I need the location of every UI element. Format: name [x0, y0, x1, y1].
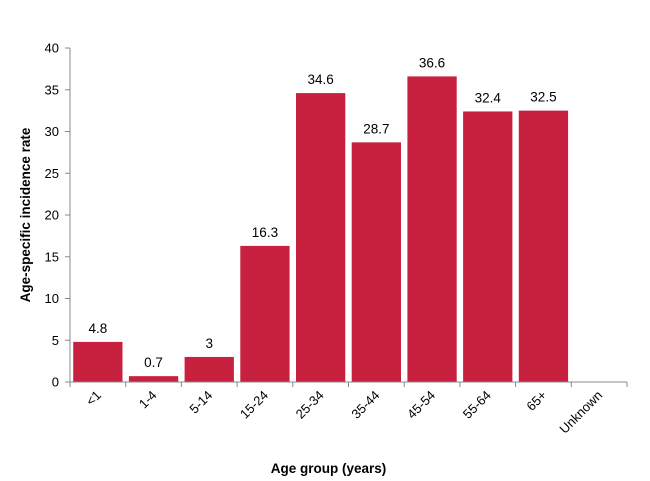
data-label: 3: [205, 336, 213, 351]
bar: [73, 341, 123, 382]
data-label: 32.4: [475, 90, 502, 105]
y-tick-label: 20: [45, 208, 59, 223]
bars: [73, 76, 569, 383]
bar: [518, 110, 569, 382]
data-label: 36.6: [419, 55, 445, 70]
x-axis-title: Age group (years): [271, 461, 387, 476]
x-tick-label: 65+: [523, 388, 549, 414]
y-tick-label: 35: [45, 82, 59, 97]
y-tick-label: 10: [45, 291, 59, 306]
x-tick-label: 1-4: [136, 388, 160, 412]
y-tick-label: 5: [52, 333, 59, 348]
bar: [184, 356, 234, 382]
data-labels: 4.8 0.7 3 16.3 34.6 28.7 36.6 32.4 32.5: [88, 55, 556, 370]
data-label: 28.7: [363, 121, 389, 136]
x-tick-label: 5-14: [186, 388, 215, 417]
x-tick-label: 55-64: [460, 388, 494, 422]
bar: [407, 76, 457, 382]
y-tick-label: 25: [45, 166, 59, 181]
y-tick-label: 40: [45, 41, 59, 56]
y-axis-ticks: 0 5 10 15 20 25 30 35 40: [45, 41, 70, 390]
x-tick-label: 45-54: [404, 388, 438, 422]
data-label: 32.5: [530, 90, 556, 105]
data-label: 16.3: [252, 225, 278, 240]
y-tick-label: 15: [45, 249, 59, 264]
bar: [463, 111, 513, 383]
x-tick-label: <1: [83, 388, 104, 409]
bar: [296, 93, 346, 382]
bar: [128, 376, 179, 382]
x-tick-label: 35-44: [348, 388, 382, 422]
bar: [351, 142, 401, 382]
x-tick-label: 15-24: [237, 388, 271, 422]
data-label: 4.8: [88, 321, 107, 336]
x-tick-label: Unknown: [556, 388, 605, 437]
x-axis-ticks: <1 1-4 5-14 15-24 25-34 35-44 45-54 55-64 65+ Unk…: [69, 382, 628, 437]
y-tick-label: 0: [52, 375, 59, 390]
y-tick-label: 30: [45, 124, 59, 139]
data-label: 0.7: [144, 355, 163, 370]
y-axis-title: Age-specific incidence rate: [18, 127, 33, 302]
data-label: 34.6: [308, 72, 334, 87]
bar: [240, 245, 290, 382]
x-tick-label: 25-34: [293, 388, 327, 422]
